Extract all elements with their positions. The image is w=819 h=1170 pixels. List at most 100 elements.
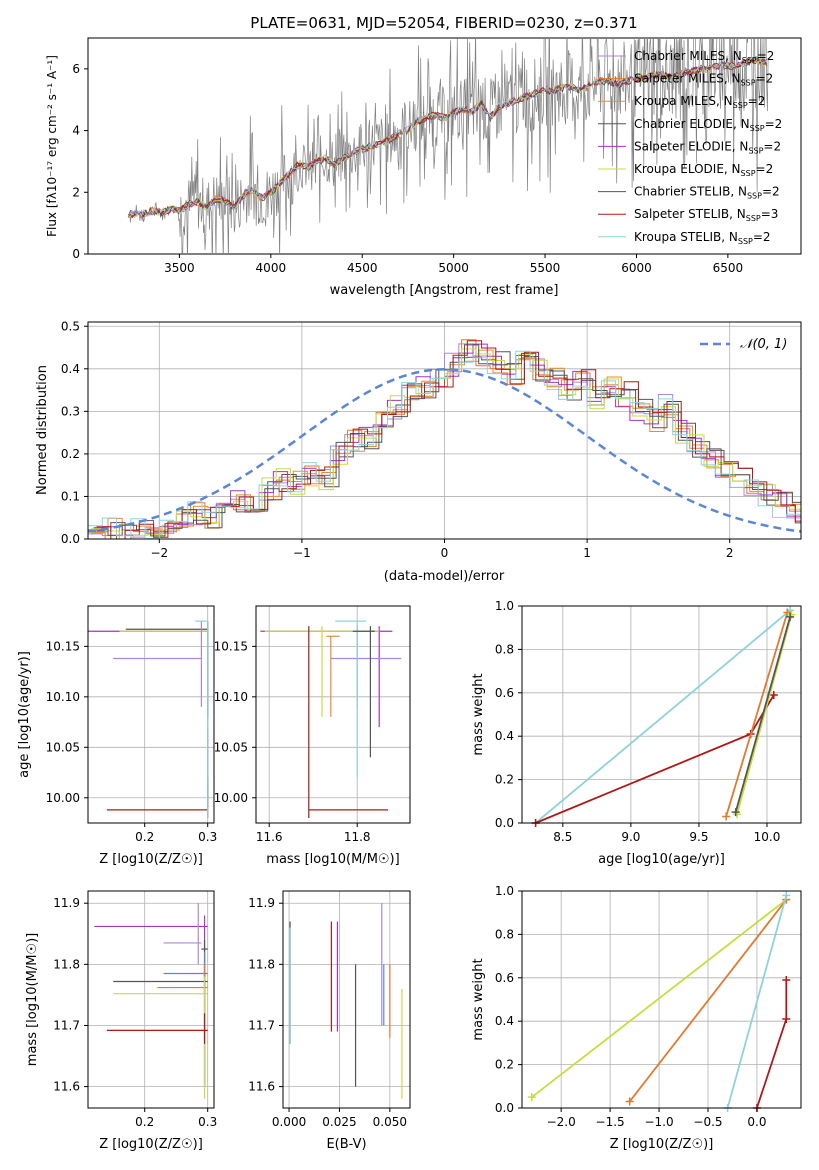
panel-frame xyxy=(87,890,215,1109)
x-tick-label: −0.5 xyxy=(693,1115,722,1129)
x-tick-label: 0.3 xyxy=(198,1115,217,1129)
y-tick-label: 0.3 xyxy=(61,404,80,418)
y-tick-label: 0.4 xyxy=(61,362,80,376)
x-tick-label: 5500 xyxy=(530,261,561,275)
legend-label: Chabrier STELIB, NSSP=2 xyxy=(634,185,780,201)
y-tick-label: 0.6 xyxy=(495,971,514,985)
residual-panel: −2 −1 0 1 2 0.0 0.1 0.2 0.3 0.4 0.5 𝒩(0, 1) (data… xyxy=(35,319,802,584)
weight-Z-marker xyxy=(625,1097,634,1106)
panel-ylabel: mass [log10(M/M☉)] xyxy=(25,933,40,1066)
residual-hist-6 xyxy=(93,344,801,537)
legend-label: Kroupa MILES, NSSP=2 xyxy=(634,94,765,110)
legend-label: Chabrier ELODIE, NSSP=2 xyxy=(634,117,782,133)
weight-vs-age-panel: 8.5 9.0 9.5 10.0 0.0 0.2 0.4 0.6 0.8 1.0 age [log1… xyxy=(471,599,802,867)
weight-Z-marker xyxy=(782,891,791,900)
y-tick-label: 2 xyxy=(72,185,80,199)
y-tick-label: 0.4 xyxy=(495,729,514,743)
panel-xlabel: mass [log10(M/M☉)] xyxy=(266,852,399,867)
spectrum-legend: Chabrier MILES, NSSP=2 Salpeter MILES, NS… xyxy=(598,49,782,246)
y-tick-label: 11.6 xyxy=(248,1080,275,1094)
x-tick-label: 6500 xyxy=(713,261,744,275)
x-tick-label: 0.3 xyxy=(198,830,217,844)
panel-content xyxy=(260,620,402,818)
x-tick-label: 0.2 xyxy=(135,830,154,844)
y-tick-label: 10.00 xyxy=(46,791,80,805)
y-tick-label: 0.2 xyxy=(61,447,80,461)
panel-content xyxy=(531,606,796,827)
panel-content xyxy=(88,620,209,818)
x-tick-label: 0.2 xyxy=(135,1115,154,1129)
x-tick-label: 10.0 xyxy=(754,830,781,844)
residual-xlabel: (data-model)/error xyxy=(384,569,505,584)
legend-label: Salpeter STELIB, NSSP=3 xyxy=(634,207,778,223)
spectrum-y-ticks: 0 2 4 6 xyxy=(72,62,88,261)
legend-label: Salpeter ELODIE, NSSP=2 xyxy=(634,139,781,155)
legend-label: Chabrier MILES, NSSP=2 xyxy=(634,49,774,65)
panel-frame xyxy=(521,890,802,1109)
x-tick-label: 4500 xyxy=(347,261,378,275)
x-tick-label: 2 xyxy=(726,546,734,560)
spectrum-frame xyxy=(87,37,802,255)
y-tick-label: 10.10 xyxy=(46,690,80,704)
panel-xlabel: Z [log10(Z/Z☉)] xyxy=(99,852,203,867)
weight-Z-line-0 xyxy=(531,898,787,1098)
legend-label: Salpeter MILES, NSSP=2 xyxy=(634,72,773,88)
weight-age-marker xyxy=(769,690,778,699)
x-tick-label: 0.000 xyxy=(272,1115,306,1129)
y-tick-label: 11.7 xyxy=(53,1018,80,1032)
panel-xlabel: age [log10(age/yr)] xyxy=(598,852,725,867)
mass-vs-ebv-panel: 0.000 0.025 0.050 11.6 11.7 11.8 11.9 E(B-V) xyxy=(248,890,411,1152)
x-tick-label: 0.025 xyxy=(322,1115,356,1129)
panel-content xyxy=(289,903,403,1099)
y-tick-label: 11.8 xyxy=(248,957,275,971)
weight-age-line-0 xyxy=(535,609,791,824)
y-tick-label: 11.7 xyxy=(248,1018,275,1032)
y-tick-label: 0.8 xyxy=(495,642,514,656)
x-tick-label: 1 xyxy=(583,546,591,560)
weight-Z-marker xyxy=(782,975,791,984)
y-tick-label: 10.10 xyxy=(214,690,248,704)
x-tick-label: −1.0 xyxy=(644,1115,673,1129)
x-tick-label: 8.5 xyxy=(553,830,572,844)
spectrum-ylabel: Flux [fλ10⁻¹⁷ erg cm⁻² s⁻¹ A⁻¹] xyxy=(45,55,59,237)
x-tick-label: −1.5 xyxy=(596,1115,625,1129)
y-tick-label: 0.0 xyxy=(61,532,80,546)
legend-label: Kroupa STELIB, NSSP=2 xyxy=(634,230,771,246)
y-tick-label: 0.8 xyxy=(495,927,514,941)
x-tick-label: −2 xyxy=(150,546,168,560)
y-tick-label: 10.15 xyxy=(46,639,80,653)
model-line-8 xyxy=(127,56,767,218)
panel-frame xyxy=(282,890,411,1109)
normal-legend-label: 𝒩(0, 1) xyxy=(740,337,787,352)
x-tick-label: 6000 xyxy=(621,261,652,275)
residual-ylabel: Normed distribution xyxy=(35,365,50,495)
residual-hist-8 xyxy=(88,350,801,540)
y-tick-label: 11.9 xyxy=(53,896,80,910)
x-tick-label: 9.5 xyxy=(689,830,708,844)
x-tick-label: 9.0 xyxy=(621,830,640,844)
panel-ylabel: mass weight xyxy=(471,673,486,755)
y-tick-label: 4 xyxy=(72,124,80,138)
weight-age-line-4 xyxy=(734,616,791,813)
weight-age-marker xyxy=(783,608,792,617)
x-tick-label: 0.050 xyxy=(373,1115,407,1129)
y-tick-label: 6 xyxy=(72,62,80,76)
x-tick-label: −2.0 xyxy=(547,1115,576,1129)
x-tick-label: 0 xyxy=(441,546,449,560)
weight-Z-line-1 xyxy=(628,899,788,1103)
y-tick-label: 10.15 xyxy=(214,639,248,653)
y-tick-label: 0.2 xyxy=(495,773,514,787)
figure-title: PLATE=0631, MJD=52054, FIBERID=0230, z=0… xyxy=(250,14,637,32)
y-tick-label: 0.0 xyxy=(495,816,514,830)
spectrum-xlabel: wavelength [Angstrom, rest frame] xyxy=(330,283,559,298)
x-tick-label: −1 xyxy=(293,546,311,560)
y-tick-label: 0.6 xyxy=(495,686,514,700)
panel-ylabel: mass weight xyxy=(471,958,486,1040)
residual-x-ticks: −2 −1 0 1 2 xyxy=(150,539,734,560)
panel-ylabel: age [log10(age/yr)] xyxy=(17,651,32,778)
spectrum-x-ticks: 3500 4000 4500 5000 5500 6000 6500 xyxy=(164,254,743,275)
age-vs-mass-panel: 11.6 11.8 10.00 10.05 10.10 10.15 mass [log10(… xyxy=(214,605,411,867)
panel-frame xyxy=(87,605,215,824)
mass-vs-Z-panel: 0.2 0.3 11.6 11.7 11.8 11.9 Z [log10(Z/Z☉)] mas… xyxy=(25,890,217,1152)
